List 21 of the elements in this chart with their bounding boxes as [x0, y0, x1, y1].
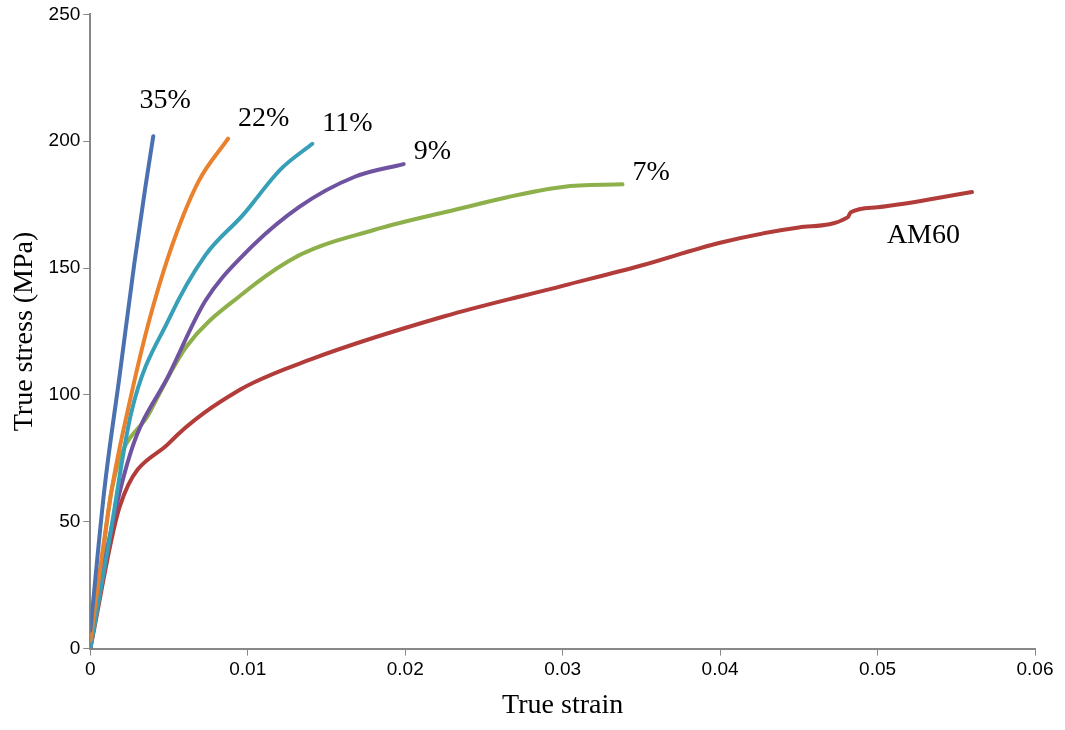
series-label: 7% [632, 154, 670, 186]
y-axis-title: True stress (MPa) [7, 231, 39, 432]
x-tick-label: 0.03 [544, 658, 582, 680]
x-tick-label: 0.02 [386, 658, 424, 680]
x-tick-label: 0.04 [701, 658, 740, 680]
series-label: AM60 [886, 218, 961, 250]
series-label: 9% [413, 134, 451, 166]
y-tick-label: 250 [48, 2, 81, 24]
x-tick-label: 0.01 [229, 658, 267, 680]
y-tick-label: 200 [48, 129, 81, 151]
x-axis-title: True strain [502, 687, 624, 719]
series-label: 11% [322, 106, 373, 138]
x-tick-label: 0 [85, 658, 96, 680]
x-tick-label: 0.05 [859, 658, 897, 680]
y-tick-label: 150 [48, 256, 81, 278]
y-tick-label: 100 [48, 383, 81, 405]
series-label: 35% [139, 82, 191, 114]
series-label: 22% [238, 101, 290, 133]
y-tick-label: 50 [59, 509, 81, 531]
y-tick-label: 0 [69, 636, 81, 658]
x-tick-label: 0.06 [1016, 658, 1054, 680]
